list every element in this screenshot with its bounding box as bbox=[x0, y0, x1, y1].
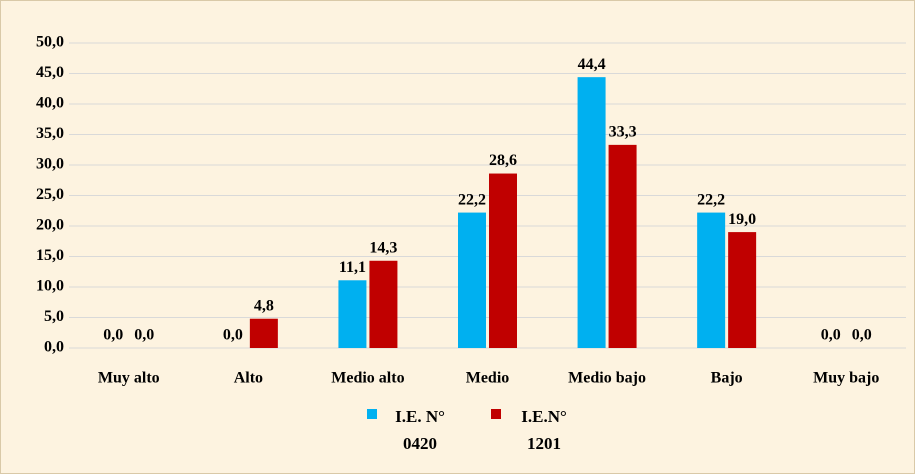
data-label: 11,1 bbox=[339, 259, 366, 276]
y-tick-label: 40,0 bbox=[36, 95, 64, 112]
data-label: 14,3 bbox=[369, 239, 397, 256]
bar bbox=[608, 144, 637, 348]
legend: I.E. N° 0420 I.E.N° 1201 bbox=[367, 403, 615, 457]
x-tick-label: Medio bbox=[466, 370, 510, 387]
bar bbox=[697, 212, 726, 348]
x-tick-label: Muy bajo bbox=[813, 370, 879, 387]
y-tick-label: 0,0 bbox=[44, 339, 64, 356]
y-tick-label: 15,0 bbox=[36, 247, 64, 264]
data-label: 44,4 bbox=[578, 56, 606, 73]
bar bbox=[577, 77, 606, 348]
data-label: 22,2 bbox=[458, 191, 486, 208]
legend-swatch bbox=[491, 409, 501, 419]
legend-swatch bbox=[367, 409, 377, 419]
y-tick-label: 50,0 bbox=[36, 34, 64, 51]
data-label: 0,0 bbox=[821, 327, 841, 344]
data-label: 0,0 bbox=[223, 327, 243, 344]
legend-item: I.E. N° 0420 bbox=[367, 403, 459, 457]
bar bbox=[338, 280, 367, 348]
bar bbox=[369, 260, 398, 348]
y-tick-label: 30,0 bbox=[36, 156, 64, 173]
legend-label: I.E. N° 0420 bbox=[395, 407, 445, 453]
legend-label: I.E.N° 1201 bbox=[521, 407, 567, 453]
bar bbox=[489, 173, 517, 348]
data-label: 4,8 bbox=[254, 297, 274, 314]
data-label: 0,0 bbox=[134, 327, 154, 344]
x-tick-label: Muy alto bbox=[98, 370, 160, 387]
data-label: 0,0 bbox=[852, 327, 872, 344]
data-label: 19,0 bbox=[728, 211, 756, 228]
x-tick-label: Bajo bbox=[711, 370, 743, 387]
data-label: 33,3 bbox=[609, 124, 637, 141]
data-label: 28,6 bbox=[489, 152, 517, 169]
y-tick-label: 25,0 bbox=[36, 186, 64, 203]
bar bbox=[728, 232, 757, 348]
data-label: 0,0 bbox=[103, 327, 123, 344]
y-tick-label: 10,0 bbox=[36, 278, 64, 295]
y-tick-label: 35,0 bbox=[36, 125, 64, 142]
y-tick-label: 20,0 bbox=[36, 217, 64, 234]
bar bbox=[458, 212, 486, 348]
legend-item: I.E.N° 1201 bbox=[491, 403, 583, 457]
y-tick-label: 45,0 bbox=[36, 64, 64, 81]
x-tick-label: Alto bbox=[234, 370, 263, 387]
x-tick-label: Medio bajo bbox=[568, 370, 646, 387]
x-tick-label: Medio alto bbox=[331, 370, 404, 387]
y-tick-label: 5,0 bbox=[44, 308, 64, 325]
bar bbox=[249, 318, 278, 348]
data-label: 22,2 bbox=[697, 191, 725, 208]
